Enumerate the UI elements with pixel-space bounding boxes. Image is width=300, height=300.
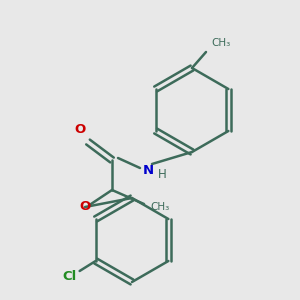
Text: CH₃: CH₃ (150, 202, 169, 212)
Text: O: O (80, 200, 91, 214)
Text: H: H (158, 167, 166, 181)
Text: O: O (74, 123, 86, 136)
Text: N: N (142, 164, 154, 176)
Text: CH₃: CH₃ (211, 38, 230, 48)
Text: Cl: Cl (62, 269, 77, 283)
